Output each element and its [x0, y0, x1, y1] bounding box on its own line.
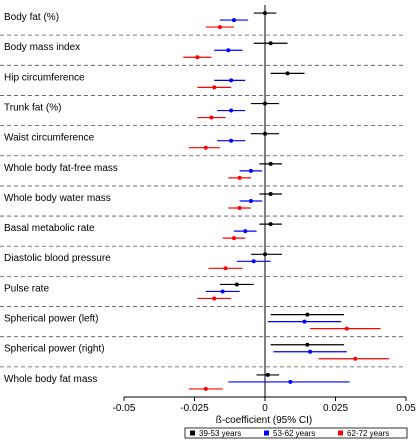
row-label-body-fat: Body fat (%)	[4, 12, 59, 23]
point-estimate-body-fat-39-53-years	[263, 11, 267, 16]
point-estimate-pulse-rate-39-53-years	[234, 282, 239, 287]
point-estimate-waist-circumference-39-53-years	[263, 131, 267, 136]
row-label-body-mass-index: Body mass index	[4, 42, 80, 53]
legend-swatch-53-62-years	[264, 430, 269, 436]
point-estimate-diastolic-blood-pressure-39-53-years	[263, 252, 267, 257]
point-estimate-diastolic-blood-pressure-62-72-years	[223, 266, 228, 271]
row-label-trunk-fat: Trunk fat (%)	[4, 102, 61, 113]
row-label-spherical-power-right: Spherical power (right)	[4, 344, 105, 355]
legend-swatch-39-53-years	[190, 430, 195, 436]
point-estimate-spherical-power-left-53-62-years	[302, 319, 307, 324]
point-estimate-spherical-power-right-62-72-years	[353, 356, 358, 361]
point-estimate-waist-circumference-62-72-years	[203, 145, 208, 150]
x-tick-label: -0.025	[180, 403, 209, 414]
point-estimate-whole-body-water-mass-62-72-years	[237, 206, 242, 210]
point-estimate-pulse-rate-62-72-years	[212, 296, 217, 301]
row-label-pulse-rate: Pulse rate	[4, 283, 49, 294]
row-label-basal-metabolic-rate: Basal metabolic rate	[4, 223, 95, 234]
point-estimate-body-fat-62-72-years	[217, 25, 222, 30]
row-label-waist-circumference: Waist circumference	[4, 133, 95, 144]
point-estimate-trunk-fat-53-62-years	[229, 108, 234, 113]
row-label-hip-circumference: Hip circumference	[4, 72, 85, 83]
point-estimate-hip-circumference-39-53-years	[285, 71, 290, 76]
point-estimate-spherical-power-left-39-53-years	[305, 312, 310, 317]
row-label-diastolic-blood-pressure: Diastolic blood pressure	[4, 253, 111, 264]
legend-label-39-53-years: 39-53 years	[199, 429, 241, 438]
rows-layer: Body fat (%) Body mass index Hip circumfer…	[0, 12, 406, 385]
point-estimate-body-mass-index-53-62-years	[226, 48, 231, 53]
x-tick-label: 0.025	[323, 403, 348, 414]
legend-label-62-72-years: 62-72 years	[347, 429, 389, 438]
point-estimate-spherical-power-right-39-53-years	[305, 342, 310, 347]
point-estimate-diastolic-blood-pressure-53-62-years	[251, 259, 256, 264]
point-estimate-spherical-power-right-53-62-years	[308, 349, 313, 354]
x-tick-label: 0.05	[396, 403, 416, 414]
point-estimate-basal-metabolic-rate-39-53-years	[268, 222, 273, 227]
point-estimate-whole-body-fat-mass-39-53-years	[265, 372, 270, 377]
x-axis: -0.05 -0.025 0 0.025 0.05	[113, 396, 416, 414]
row-label-whole-body-fat-free-mass: Whole body fat-free mass	[4, 163, 118, 174]
row-label-whole-body-fat-mass: Whole body fat mass	[4, 374, 97, 385]
point-estimate-whole-body-fat-free-mass-62-72-years	[237, 175, 242, 180]
legend-label-53-62-years: 53-62 years	[273, 429, 315, 438]
legend-box	[184, 427, 408, 439]
point-estimate-pulse-rate-53-62-years	[220, 289, 225, 294]
point-estimate-whole-body-fat-free-mass-53-62-years	[248, 168, 253, 173]
point-estimate-waist-circumference-53-62-years	[229, 138, 234, 143]
legend: 39-53 years 53-62 years 62-72 years	[184, 427, 408, 439]
row-label-whole-body-water-mass: Whole body water mass	[4, 193, 111, 204]
point-estimate-whole-body-fat-mass-53-62-years	[288, 379, 293, 384]
point-estimate-whole-body-fat-free-mass-39-53-years	[268, 161, 273, 166]
x-axis-title: ß-coefficient (95% CI)	[216, 415, 313, 426]
point-estimate-whole-body-water-mass-39-53-years	[268, 192, 273, 196]
x-tick-label: 0	[262, 403, 268, 414]
point-estimate-trunk-fat-39-53-years	[263, 101, 267, 106]
legend-swatch-62-72-years	[338, 430, 343, 436]
point-estimate-body-fat-53-62-years	[231, 18, 236, 23]
confidence-intervals	[183, 11, 390, 391]
point-estimate-spherical-power-left-62-72-years	[344, 326, 349, 331]
point-estimate-body-mass-index-39-53-years	[268, 41, 273, 46]
point-estimate-body-mass-index-62-72-years	[195, 55, 200, 60]
point-estimate-hip-circumference-53-62-years	[229, 78, 234, 83]
point-estimate-basal-metabolic-rate-53-62-years	[243, 229, 248, 234]
row-label-spherical-power-left: Spherical power (left)	[4, 314, 98, 325]
point-estimate-whole-body-fat-mass-62-72-years	[203, 386, 208, 391]
point-estimate-trunk-fat-62-72-years	[209, 115, 214, 120]
point-estimate-whole-body-water-mass-53-62-years	[248, 199, 253, 203]
x-tick-label: -0.05	[113, 403, 136, 414]
point-estimate-basal-metabolic-rate-62-72-years	[231, 236, 236, 241]
point-estimate-hip-circumference-62-72-years	[212, 85, 217, 90]
